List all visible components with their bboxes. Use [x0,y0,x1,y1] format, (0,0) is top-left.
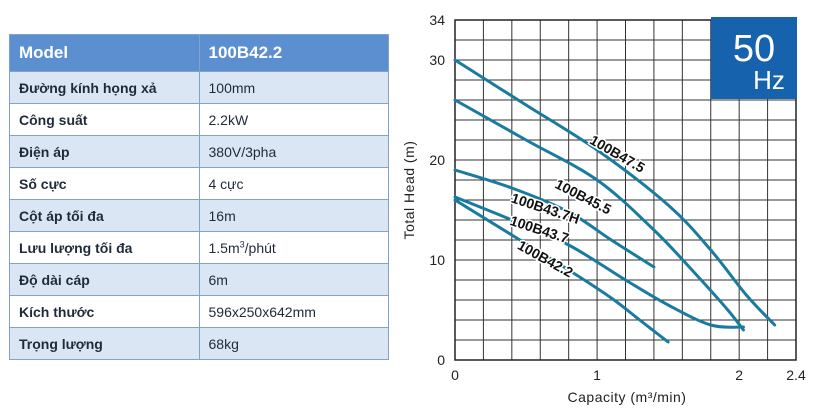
spec-value-sup: 3 [239,238,245,249]
spec-row: Đường kính họng xả 100mm [9,71,389,104]
spec-value: 16m [198,199,389,232]
curve-100b43-7h [453,168,656,269]
spec-label: Kích thước [9,295,200,328]
spec-header-value: 100B42.2 [198,34,389,72]
spec-value: 596x250x642mm [198,295,389,328]
curve-100b45-5 [453,98,745,332]
chart-curves [453,58,777,344]
y-tick-label: 10 [429,252,445,268]
spec-label: Trọng lượng [9,327,200,360]
x-tick-label: 0 [451,367,459,383]
spec-label: Điện áp [9,135,200,168]
spec-row: Kích thước 596x250x642mm [9,295,389,328]
x-tick-label: 2.4 [786,367,806,383]
spec-value: 2.2kW [198,103,389,136]
spec-label: Đường kính họng xả [9,71,200,104]
spec-row: Độ dài cáp 6m [9,263,389,296]
curve-100b43-7 [453,195,745,329]
spec-row: Lưu lượng tối đa 1.5m3/phút [9,231,389,264]
pump-performance-chart: 100B47.5100B45.5100B43.7H100B43.7100B42.… [401,12,806,405]
y-axis-title: Total Head (m) [401,141,417,240]
spec-label: Số cực [9,167,200,200]
spec-value: 380V/3pha [198,135,389,168]
spec-row: Điện áp 380V/3pha [9,135,389,168]
y-tick-label: 30 [429,52,445,68]
spec-value-main: 1.5m [208,239,240,256]
spec-header-row: Model 100B42.2 [9,34,389,72]
chart-ticks: 0 1 2 2.4 0 10 20 30 34 [429,12,806,383]
spec-row: Công suất 2.2kW [9,103,389,136]
x-axis-title: Capacity (m³/min) [568,389,687,405]
spec-value: 4 cực [198,167,389,200]
spec-label: Công suất [9,103,200,136]
frequency-unit: Hz [753,65,785,95]
spec-value: 100mm [198,71,389,104]
spec-value: 1.5m3/phút [198,231,389,264]
curve-100b42-2 [453,198,670,344]
spec-label: Độ dài cáp [9,263,200,296]
spec-label: Lưu lượng tối đa [9,231,200,264]
spec-row: Cột áp tối đa 16m [9,199,389,232]
y-tick-label: 34 [429,12,445,28]
curve-100b47-5 [453,58,777,327]
spec-value: 68kg [198,327,389,360]
y-tick-label: 20 [429,152,445,168]
spec-label: Cột áp tối đa [9,199,200,232]
x-tick-label: 2 [735,367,743,383]
spec-value-suffix: /phút [244,239,276,256]
spec-table: Model 100B42.2 Đường kính họng xả 100mm Cô… [9,34,389,360]
spec-header-label: Model [9,34,200,72]
spec-row: Số cực 4 cực [9,167,389,200]
plot-frame [454,19,797,361]
frequency-value: 50 [733,28,775,70]
x-tick-label: 1 [593,367,601,383]
curve-label: 100B47.5 [587,132,648,176]
frequency-badge: 50 Hz [711,17,797,99]
spec-row: Trọng lượng 68kg [9,327,389,360]
spec-value: 6m [198,263,389,296]
y-tick-label: 0 [437,352,445,368]
